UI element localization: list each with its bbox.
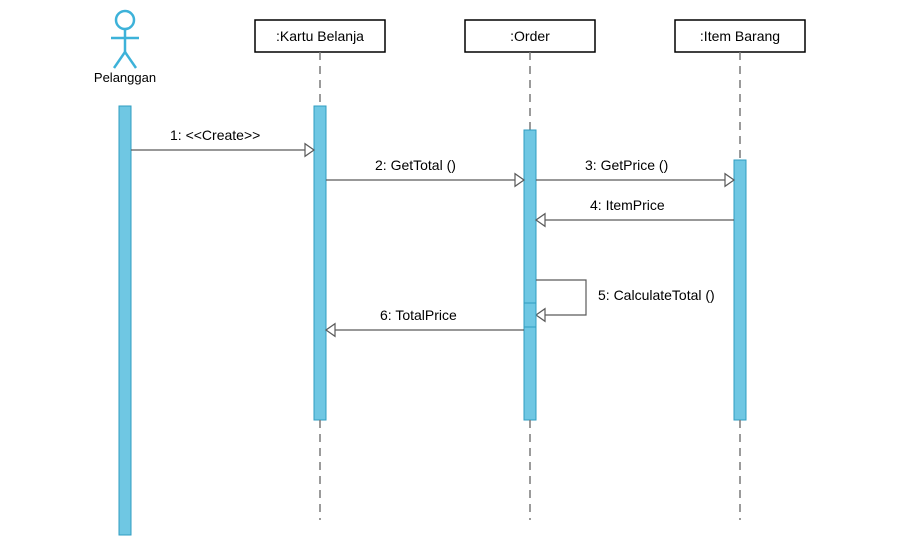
message-label-6: 6: TotalPrice bbox=[380, 307, 457, 323]
self-activation bbox=[524, 303, 536, 327]
message-label-3: 3: GetPrice () bbox=[585, 157, 668, 173]
sequence-diagram: Pelanggan :Kartu Belanja :Order :Item Baran… bbox=[0, 0, 900, 544]
message-label-2: 2: GetTotal () bbox=[375, 157, 456, 173]
lifeline-label-kartu: :Kartu Belanja bbox=[276, 28, 364, 44]
activation-kartu bbox=[314, 106, 326, 420]
lifeline-label-item: :Item Barang bbox=[700, 28, 780, 44]
activation-item bbox=[734, 160, 746, 420]
actor-activation bbox=[119, 106, 131, 535]
message-label-4: 4: ItemPrice bbox=[590, 197, 665, 213]
activation-order bbox=[524, 130, 536, 420]
lifeline-label-order: :Order bbox=[510, 28, 550, 44]
actor-label: Pelanggan bbox=[94, 70, 156, 85]
message-label-5: 5: CalculateTotal () bbox=[598, 287, 715, 303]
message-label-1: 1: <<Create>> bbox=[170, 127, 260, 143]
